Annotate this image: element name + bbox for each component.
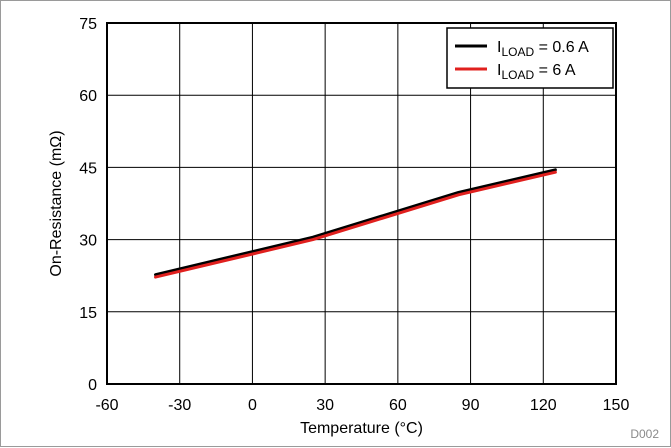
y-axis-ticks: 0 15 30 45 60 75: [79, 16, 97, 394]
legend-entry-1: ILOAD = 0.6 A: [497, 39, 589, 59]
series-line-1: [154, 168, 557, 277]
x-tick-label: 150: [603, 397, 630, 414]
series-lines: [154, 168, 557, 279]
x-tick-label: -60: [95, 397, 118, 414]
legend-box: [446, 27, 614, 89]
x-tick-label: 60: [389, 397, 407, 414]
x-tick-label: 90: [462, 397, 480, 414]
x-axis-ticks: -60 -30 0 30 60 90 120 150: [95, 397, 629, 414]
y-tick-label: 15: [79, 305, 97, 322]
y-tick-label: 30: [79, 233, 97, 250]
plot-area: [106, 22, 617, 385]
x-tick-label: 30: [316, 397, 334, 414]
y-tick-label: 75: [79, 16, 97, 33]
y-axis-label: On-Resistance (mΩ): [48, 130, 65, 276]
y-tick-label: 60: [79, 88, 97, 105]
legend: ILOAD = 0.6 A ILOAD = 6 A: [446, 27, 614, 89]
figure-code: D002: [630, 427, 659, 441]
x-axis-label: Temperature (°C): [300, 420, 423, 437]
x-tick-label: 0: [248, 397, 257, 414]
legend-entry-2: ILOAD = 6 A: [497, 62, 576, 82]
x-tick-label: 120: [530, 397, 557, 414]
y-tick-label: 45: [79, 160, 97, 177]
y-tick-label: 0: [88, 377, 97, 394]
x-tick-label: -30: [168, 397, 191, 414]
series-line-2: [154, 170, 557, 279]
